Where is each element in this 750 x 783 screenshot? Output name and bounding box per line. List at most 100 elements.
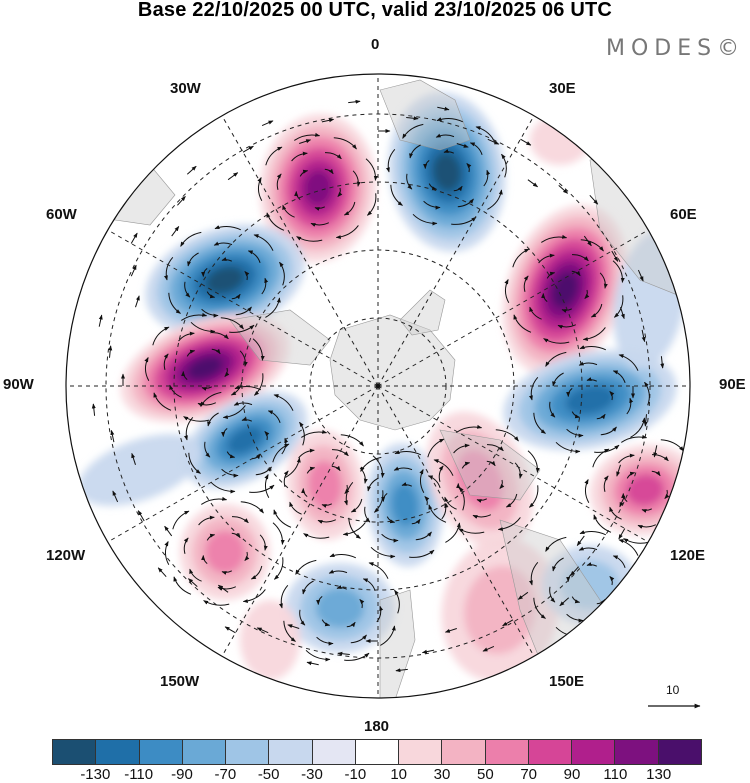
- wind-streamline: [549, 401, 556, 418]
- wind-streamline: [186, 349, 196, 357]
- wind-streamline: [201, 496, 228, 505]
- wind-streamline: [316, 636, 334, 646]
- map-boundary: [65, 73, 691, 699]
- meridian-line: [217, 108, 379, 387]
- wind-arrow: [287, 624, 300, 629]
- wind-streamline: [265, 297, 281, 318]
- wind-streamline: [187, 252, 199, 267]
- wind-streamline: [402, 123, 424, 139]
- anomaly-contour: [227, 426, 263, 454]
- meridian-line: [100, 385, 379, 547]
- wind-streamline: [230, 381, 243, 396]
- anomaly-contour: [464, 565, 536, 655]
- wind-streamline: [523, 275, 529, 292]
- anomaly-contour: [625, 474, 665, 506]
- wind-streamline: [514, 462, 523, 479]
- wind-streamline: [571, 254, 589, 262]
- wind-streamline: [183, 537, 189, 554]
- colorbar-swatch: [572, 740, 616, 764]
- wind-streamline: [253, 234, 274, 251]
- wind-streamline: [529, 561, 539, 586]
- wind-streamline: [264, 431, 270, 441]
- wind-streamline: [222, 405, 246, 420]
- wind-streamline: [501, 153, 507, 178]
- wind-arrow: [616, 464, 621, 477]
- wind-arrow: [502, 619, 514, 627]
- wind-streamline: [411, 518, 421, 525]
- wind-streamline: [306, 466, 316, 474]
- wind-streamline: [252, 338, 265, 361]
- wind-arrow: [256, 627, 269, 634]
- colorbar-label: 90: [563, 766, 581, 783]
- wind-streamline: [582, 327, 606, 342]
- wind-streamline: [350, 498, 363, 513]
- wind-streamline: [242, 589, 266, 604]
- colorbar-swatch: [96, 740, 140, 764]
- wind-streamline: [180, 231, 202, 247]
- anomaly-contour: [315, 588, 365, 628]
- meridian-line: [377, 225, 656, 387]
- wind-streamline: [314, 206, 326, 211]
- wind-streamline: [346, 621, 356, 628]
- wind-streamline: [533, 597, 546, 619]
- wind-streamline: [350, 634, 367, 644]
- meridian-line: [377, 385, 539, 664]
- lon-label-120w: 120W: [46, 547, 86, 564]
- wind-streamline: [423, 200, 441, 210]
- meridian-line: [377, 108, 539, 387]
- wind-arrow: [517, 591, 529, 600]
- wind-streamline: [285, 457, 301, 478]
- wind-streamline: [381, 493, 388, 502]
- wind-streamline: [152, 326, 170, 346]
- wind-streamline: [472, 514, 492, 519]
- wind-streamline: [247, 250, 261, 263]
- modes-logo: MODES©: [606, 36, 746, 61]
- wind-streamline: [578, 546, 598, 551]
- wind-streamline: [221, 257, 233, 262]
- wind-streamline: [324, 168, 334, 175]
- colorbar-label: -30: [301, 766, 323, 783]
- wind-arrow: [444, 628, 457, 633]
- wind-arrow: [112, 490, 119, 503]
- anomaly-contour: [187, 356, 223, 380]
- wind-streamline: [283, 620, 296, 642]
- wind-arrow: [110, 429, 115, 443]
- wind-streamline: [344, 481, 354, 506]
- wind-streamline: [173, 576, 192, 595]
- wind-streamline: [552, 557, 564, 572]
- wind-arrow: [653, 445, 658, 458]
- reference-vector-label: 10: [666, 683, 680, 697]
- wind-streamline: [394, 450, 422, 456]
- wind-streamline: [438, 465, 444, 482]
- wind-streamline: [549, 586, 556, 603]
- wind-streamline: [603, 475, 609, 492]
- wind-streamline: [257, 177, 263, 202]
- wind-streamline: [365, 158, 378, 181]
- wind-streamline: [443, 149, 455, 154]
- land-mask: [399, 289, 446, 336]
- wind-streamline: [445, 522, 461, 543]
- wind-streamline: [331, 465, 341, 472]
- wind-streamline: [374, 490, 384, 513]
- anomaly-contour: [78, 434, 202, 506]
- wind-streamline: [299, 421, 305, 446]
- wind-streamline: [221, 570, 233, 575]
- wind-streamline: [239, 350, 248, 367]
- wind-streamline: [609, 391, 615, 401]
- wind-streamline: [317, 519, 337, 524]
- anomaly-contour: [303, 170, 333, 206]
- wind-arrow: [188, 578, 198, 587]
- wind-arrow: [482, 645, 495, 652]
- wind-streamline: [453, 443, 470, 454]
- wind-streamline: [273, 509, 292, 528]
- wind-streamline: [321, 619, 331, 627]
- wind-streamline: [250, 565, 263, 580]
- wind-streamline: [231, 532, 241, 539]
- wind-arrow: [130, 232, 138, 244]
- wind-streamline: [359, 599, 365, 609]
- wind-streamline: [457, 198, 474, 208]
- wind-streamline: [303, 533, 330, 539]
- wind-streamline: [637, 524, 657, 529]
- wind-streamline: [513, 314, 532, 333]
- wind-arrow: [611, 250, 619, 262]
